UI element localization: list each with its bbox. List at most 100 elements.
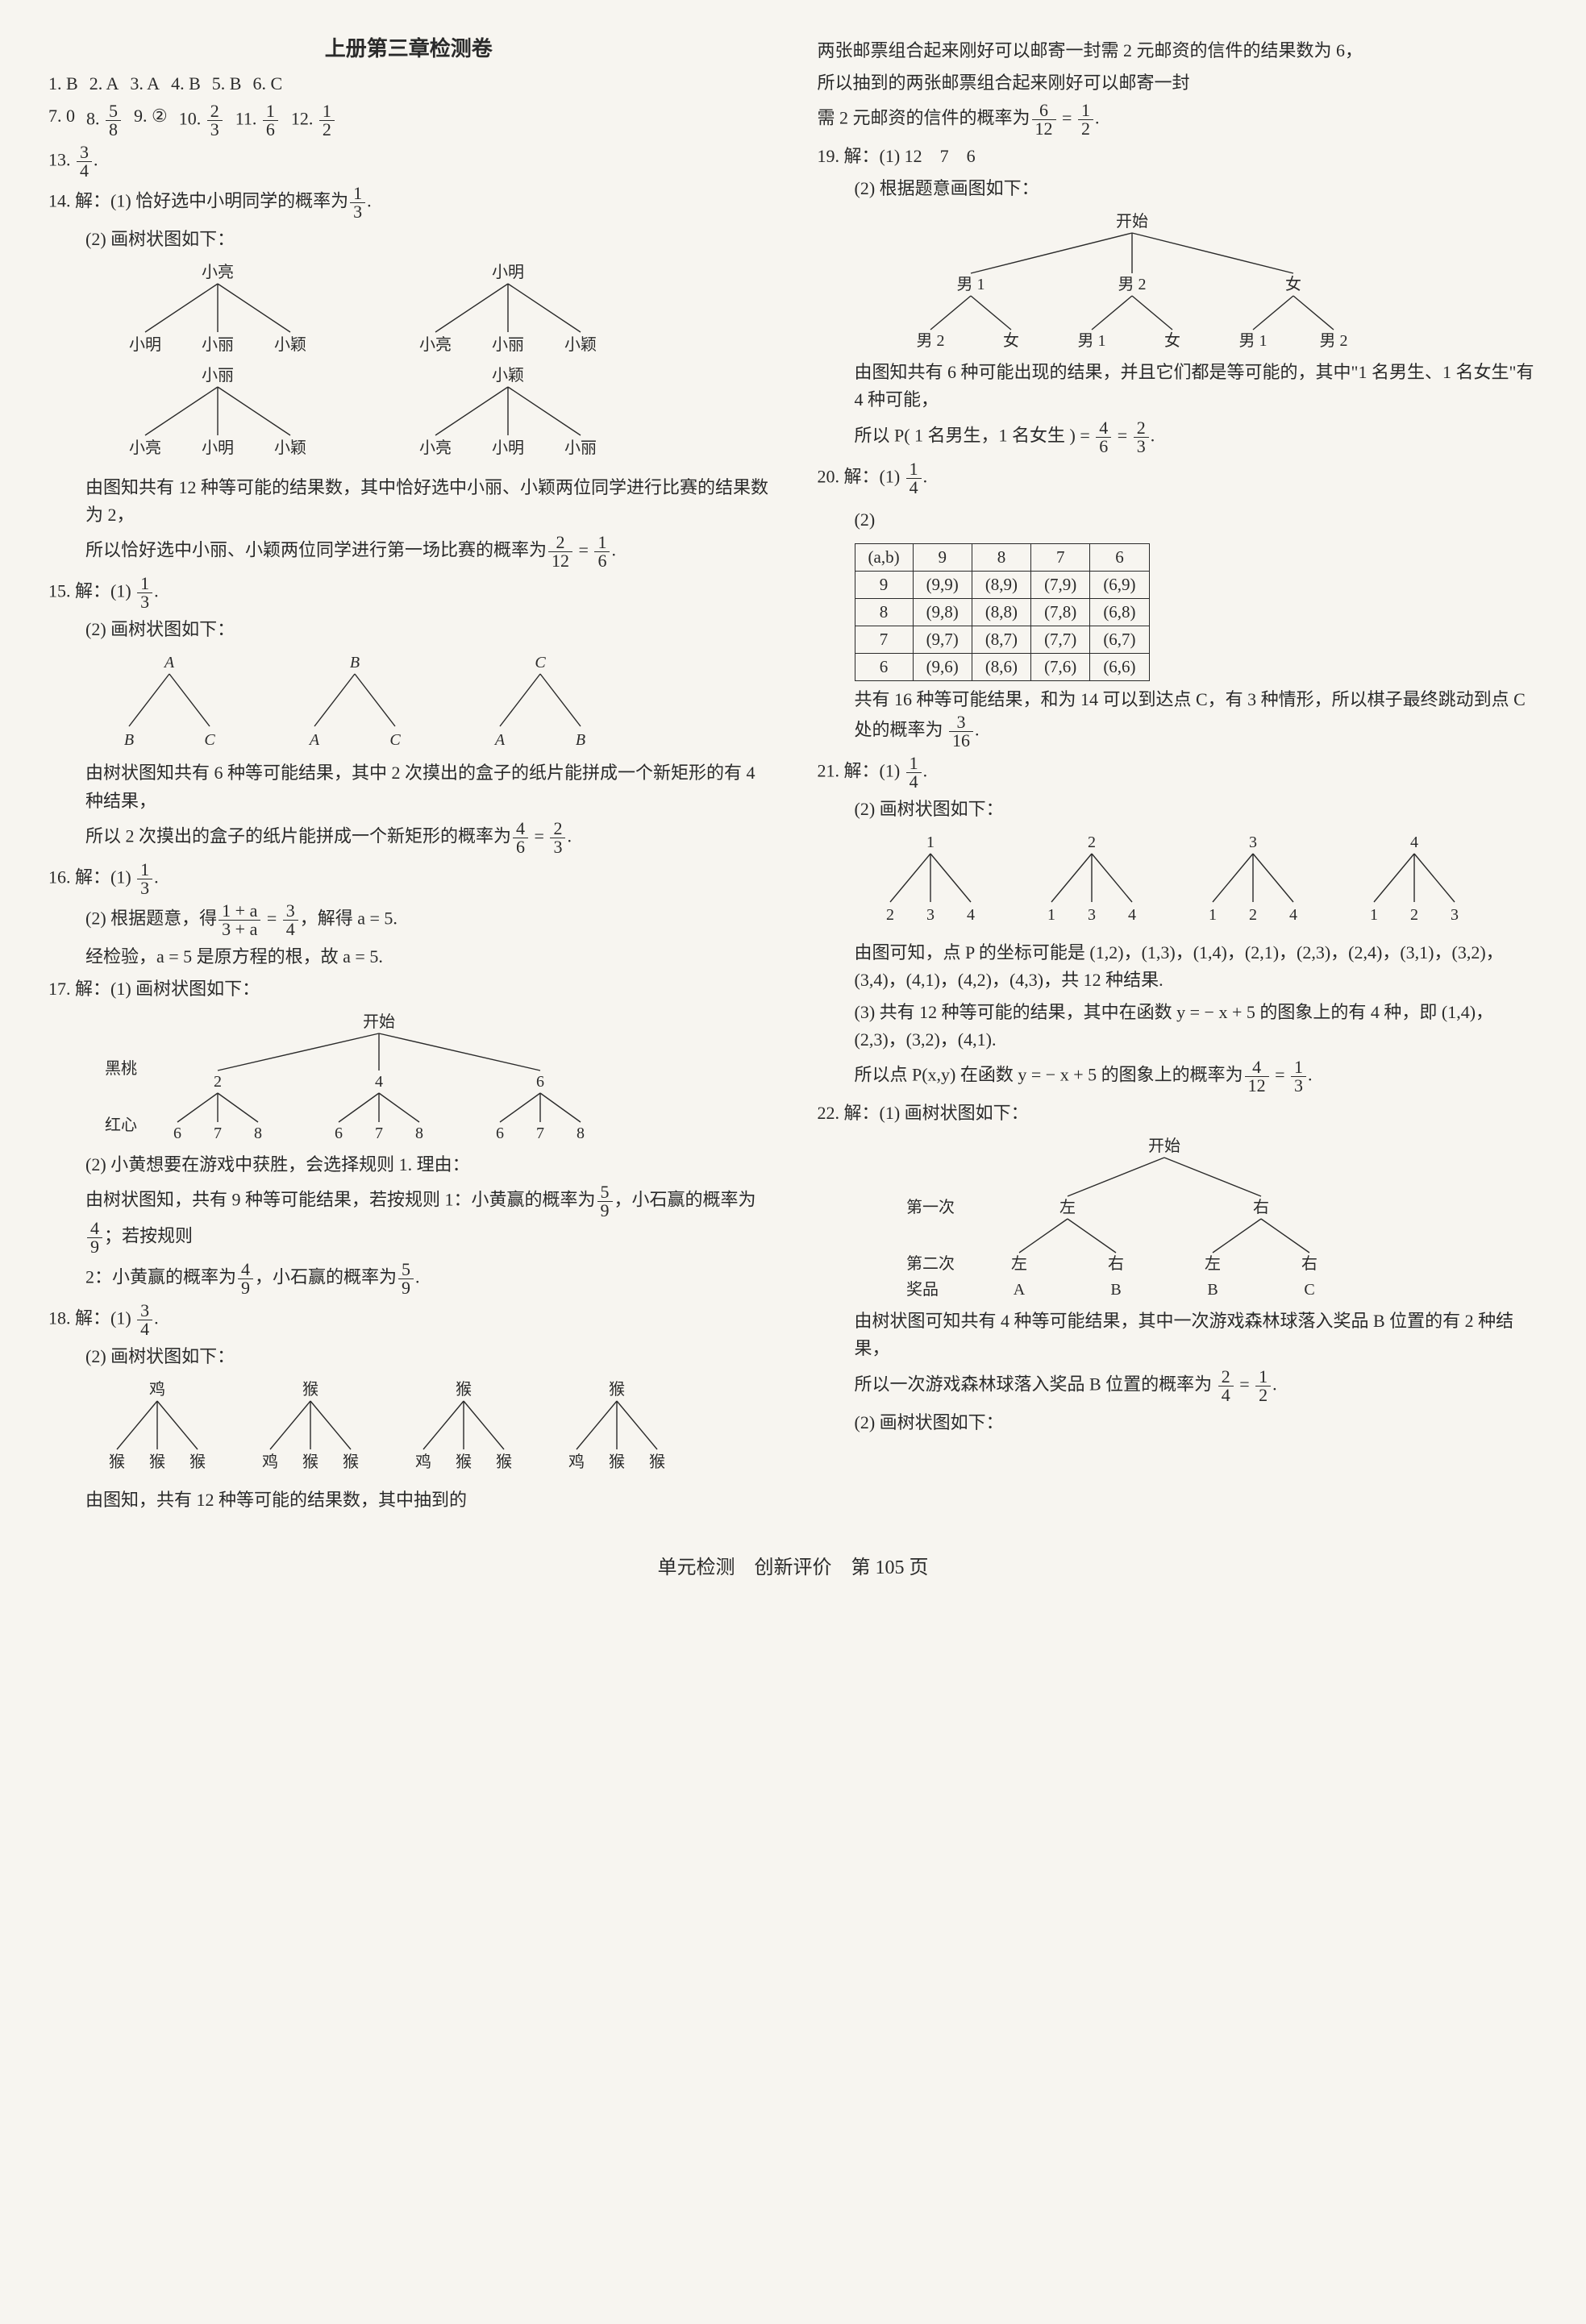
svg-text:右: 右 bbox=[1108, 1254, 1124, 1273]
page: 上册第三章检测卷 1. B 2. A 3. A 4. B 5. B 6. C 7… bbox=[48, 32, 1538, 1519]
svg-text:8: 8 bbox=[577, 1125, 585, 1142]
q21-1: 21. 解：(1) 14. bbox=[818, 755, 1538, 791]
mc-2: 2. A bbox=[89, 70, 119, 98]
svg-text:7: 7 bbox=[375, 1125, 383, 1142]
q14-2: (2) 画树状图如下： bbox=[85, 226, 769, 253]
svg-text:2: 2 bbox=[214, 1073, 222, 1091]
svg-text:A: A bbox=[163, 654, 175, 671]
svg-text:鸡: 鸡 bbox=[149, 1380, 165, 1399]
q19-t2: 所以 P( 1 名男生，1 名女生 ) = 46 = 23. bbox=[855, 419, 1538, 455]
q14-1: 14. 解：(1) 恰好选中小明同学的概率为13. bbox=[48, 185, 769, 221]
svg-text:6: 6 bbox=[173, 1125, 181, 1142]
svg-text:男 2: 男 2 bbox=[1319, 332, 1347, 350]
svg-text:2: 2 bbox=[886, 906, 894, 924]
a9: 9. ② bbox=[134, 102, 168, 139]
svg-text:小亮: 小亮 bbox=[419, 335, 452, 354]
q19-2: (2) 根据题意画图如下： bbox=[855, 175, 1538, 202]
svg-text:黑桃: 黑桃 bbox=[105, 1059, 137, 1078]
svg-text:右: 右 bbox=[1253, 1198, 1269, 1216]
svg-text:猴: 猴 bbox=[109, 1453, 125, 1471]
q22-1: 22. 解：(1) 画树状图如下： bbox=[818, 1100, 1538, 1127]
svg-text:鸡: 鸡 bbox=[568, 1453, 585, 1471]
svg-text:男 2: 男 2 bbox=[1118, 276, 1146, 293]
q18-tree: 鸡 猴 猴 猴 猴 猴 猴 鸡 猴 猴 鸡 猴 猴 鸡 猴 猴 bbox=[73, 1377, 701, 1482]
q20-1: 20. 解：(1) 14. bbox=[818, 460, 1538, 497]
q20-table: (a,b)9876 9(9,9)(8,9)(7,9)(6,9) 8(9,8)(8… bbox=[855, 543, 1150, 681]
svg-text:鸡: 鸡 bbox=[262, 1453, 278, 1471]
a13: 13. 34. bbox=[48, 143, 769, 180]
svg-text:猴: 猴 bbox=[189, 1453, 206, 1471]
chapter-title: 上册第三章检测卷 bbox=[48, 32, 769, 62]
svg-text:猴: 猴 bbox=[302, 1380, 318, 1399]
svg-text:C: C bbox=[1304, 1281, 1314, 1299]
svg-text:男 1: 男 1 bbox=[1238, 332, 1267, 350]
q22-t2: 所以一次游戏森林球落入奖品 B 位置的概率为 24 = 12. bbox=[855, 1368, 1538, 1404]
svg-text:小丽: 小丽 bbox=[202, 366, 234, 385]
r-top-2: 所以抽到的两张邮票组合起来刚好可以邮寄一封 bbox=[818, 69, 1538, 97]
svg-text:小丽: 小丽 bbox=[564, 439, 597, 457]
q21-t3: 所以点 P(x,y) 在函数 y = − x + 5 的图象上的概率为412 =… bbox=[855, 1058, 1538, 1095]
svg-text:7: 7 bbox=[536, 1125, 544, 1142]
q17-4: 2：小黄赢的概率为49，小石赢的概率为59. bbox=[85, 1261, 769, 1297]
q18-branches bbox=[117, 1401, 657, 1449]
q19-t1: 由图知共有 6 种可能出现的结果，并且它们都是等可能的，其中"1 名男生、1 名… bbox=[855, 359, 1538, 414]
svg-text:女: 女 bbox=[1285, 275, 1301, 293]
a12: 12. 12 bbox=[291, 102, 336, 139]
a7: 7. 0 bbox=[48, 102, 75, 139]
svg-text:7: 7 bbox=[214, 1125, 222, 1142]
svg-text:4: 4 bbox=[967, 906, 975, 924]
q15-1: 15. 解：(1) 13. bbox=[48, 575, 769, 611]
svg-text:4: 4 bbox=[1128, 906, 1136, 924]
r-top-3: 需 2 元邮资的信件的概率为612 = 12. bbox=[818, 102, 1538, 138]
svg-text:3: 3 bbox=[1249, 834, 1257, 851]
q20-2: (2) bbox=[855, 506, 876, 534]
svg-text:2: 2 bbox=[1410, 906, 1418, 924]
left-column: 上册第三章检测卷 1. B 2. A 3. A 4. B 5. B 6. C 7… bbox=[48, 32, 769, 1519]
svg-text:猴: 猴 bbox=[343, 1453, 359, 1471]
svg-text:6: 6 bbox=[335, 1125, 343, 1142]
svg-text:男 1: 男 1 bbox=[1077, 332, 1105, 350]
q16-2: (2) 根据题意，得1 + a3 + a = 34，解得 a = 5. bbox=[85, 902, 769, 938]
q21-t2: (3) 共有 12 种等可能的结果，其中在函数 y = − x + 5 的图象上… bbox=[855, 999, 1538, 1054]
svg-text:小明: 小明 bbox=[202, 439, 234, 457]
svg-text:女: 女 bbox=[1003, 331, 1019, 350]
svg-text:3: 3 bbox=[1088, 906, 1096, 924]
svg-text:开始: 开始 bbox=[1148, 1137, 1180, 1155]
q17-tree: 开始 黑桃 2 4 6 红心 6 7 8 6 7 8 6 7 8 bbox=[73, 1009, 685, 1146]
svg-text:小颖: 小颖 bbox=[274, 439, 306, 457]
svg-text:小颖: 小颖 bbox=[274, 335, 306, 354]
q19-1: 19. 解：(1) 12 7 6 bbox=[818, 143, 1538, 170]
q15-2: (2) 画树状图如下： bbox=[85, 616, 769, 643]
svg-text:左: 左 bbox=[1011, 1254, 1027, 1273]
svg-text:小亮: 小亮 bbox=[202, 263, 234, 281]
mc-3: 3. A bbox=[130, 70, 160, 98]
svg-text:小亮: 小亮 bbox=[419, 439, 452, 457]
svg-text:8: 8 bbox=[415, 1125, 423, 1142]
svg-text:C: C bbox=[535, 654, 546, 671]
svg-text:小颖: 小颖 bbox=[492, 366, 524, 385]
svg-text:猴: 猴 bbox=[609, 1453, 625, 1471]
mc-5: 5. B bbox=[212, 70, 242, 98]
q15-t2: 所以 2 次摸出的盒子的纸片能拼成一个新矩形的概率为46 = 23. bbox=[85, 820, 769, 856]
svg-text:8: 8 bbox=[254, 1125, 262, 1142]
svg-text:3: 3 bbox=[926, 906, 935, 924]
mc-6: 6. C bbox=[252, 70, 282, 98]
q22-3: (2) 画树状图如下： bbox=[855, 1409, 1538, 1436]
q17-3: 由树状图知，共有 9 种等可能结果，若按规则 1：小黄赢的概率为59，小石赢的概… bbox=[85, 1183, 769, 1256]
svg-text:小明: 小明 bbox=[492, 263, 524, 281]
svg-text:2: 2 bbox=[1088, 834, 1096, 851]
svg-text:B: B bbox=[576, 731, 585, 749]
q15-t1: 由树状图知共有 6 种等可能结果，其中 2 次摸出的盒子的纸片能拼成一个新矩形的… bbox=[85, 759, 769, 814]
svg-text:右: 右 bbox=[1301, 1254, 1318, 1273]
mc-1: 1. B bbox=[48, 70, 78, 98]
q18-1: 18. 解：(1) 34. bbox=[48, 1302, 769, 1338]
svg-text:猴: 猴 bbox=[456, 1453, 472, 1471]
svg-text:猴: 猴 bbox=[609, 1380, 625, 1399]
svg-text:1: 1 bbox=[1047, 906, 1055, 924]
svg-text:小丽: 小丽 bbox=[492, 335, 524, 354]
svg-text:猴: 猴 bbox=[496, 1453, 512, 1471]
svg-text:男 1: 男 1 bbox=[956, 276, 984, 293]
svg-text:1: 1 bbox=[926, 834, 935, 851]
a8: 8. 58 bbox=[86, 102, 123, 139]
page-footer: 单元检测 创新评价 第 105 页 bbox=[48, 1551, 1538, 1579]
